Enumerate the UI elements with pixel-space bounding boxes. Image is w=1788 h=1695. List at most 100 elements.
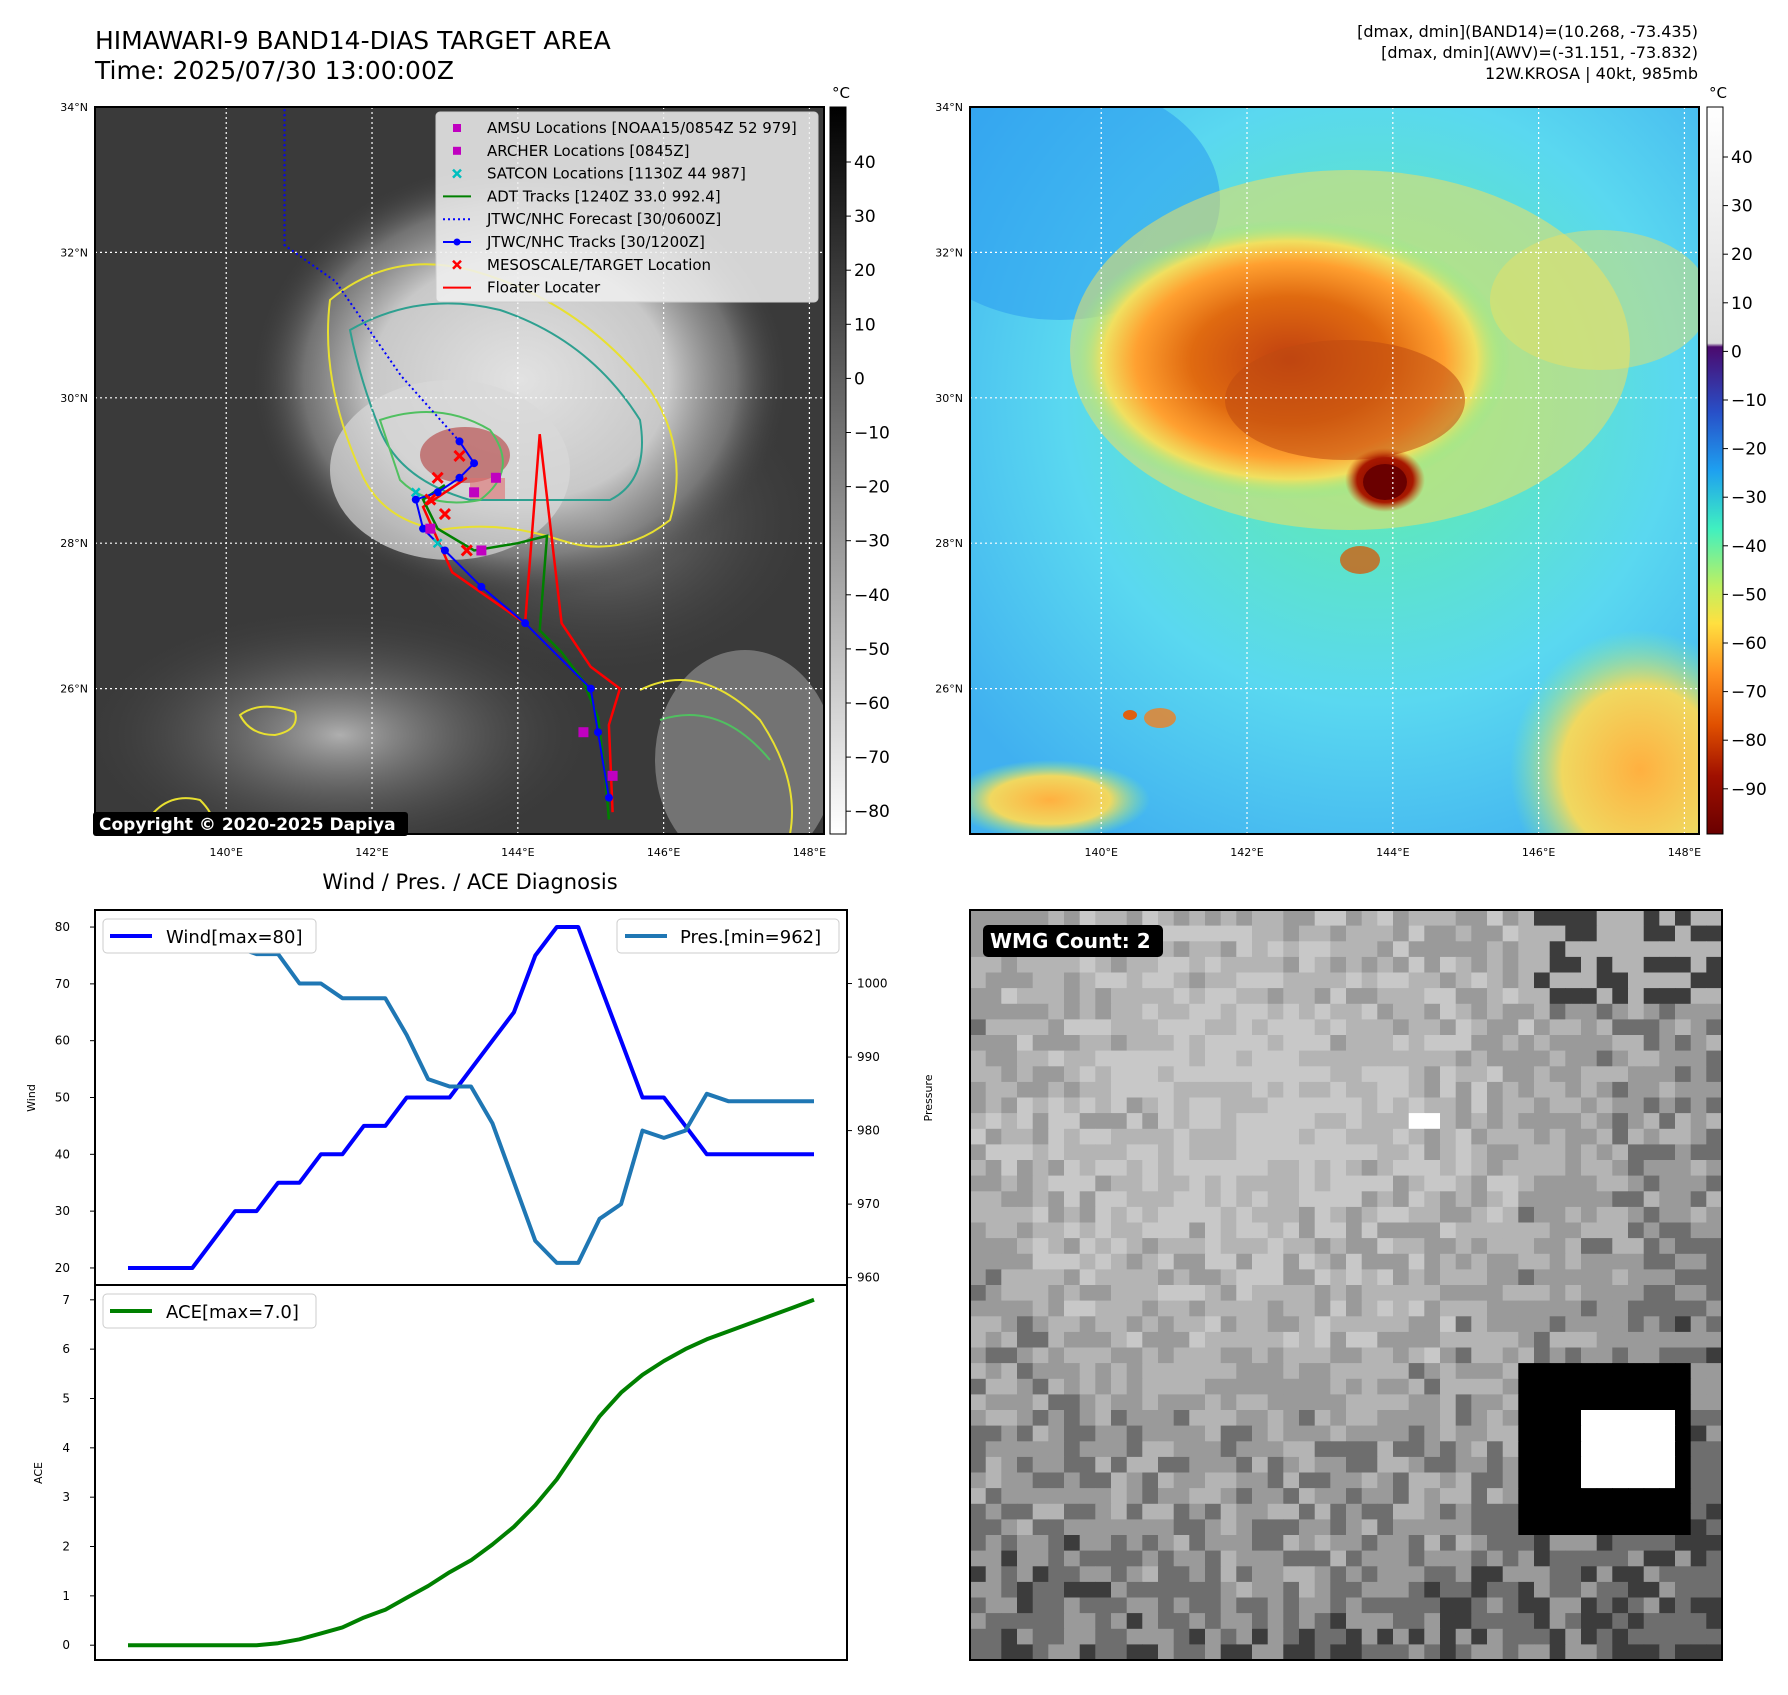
wmg-cell — [1173, 1097, 1190, 1114]
wmg-cell — [985, 1253, 1002, 1270]
wmg-cell — [1471, 941, 1488, 958]
wmg-cell — [1393, 1488, 1410, 1505]
wmg-cell — [1518, 1097, 1535, 1114]
wmg-cell — [1643, 1566, 1660, 1583]
wmg-cell — [1393, 1410, 1410, 1427]
wmg-cell — [1361, 1394, 1378, 1411]
wmg-cell — [1393, 956, 1410, 973]
wmg-cell — [1581, 1300, 1598, 1317]
wmg-cell — [1095, 910, 1112, 927]
wmg-cell — [1236, 1144, 1253, 1161]
wmg-cell — [1612, 1003, 1629, 1020]
wmg-cell — [1079, 1410, 1096, 1427]
wmg-cell — [1424, 1597, 1441, 1614]
wmg-cell — [1361, 1410, 1378, 1427]
wmg-cell — [1299, 910, 1316, 927]
wmg-cell — [1518, 910, 1535, 927]
wmg-cell — [1659, 1175, 1676, 1192]
wmg-cell — [1095, 1113, 1112, 1130]
wmg-cell — [1393, 1519, 1410, 1536]
wmg-cell — [1643, 1269, 1660, 1286]
wmg-cell — [1001, 1425, 1018, 1442]
wmg-cell — [1001, 1113, 1018, 1130]
wmg-cell — [1393, 1019, 1410, 1036]
wmg-cell — [1314, 1206, 1331, 1223]
wmg-cell — [1064, 1128, 1081, 1145]
wmg-cell — [1095, 1472, 1112, 1489]
wmg-cell — [1032, 1019, 1049, 1036]
wmg-cell — [1158, 1644, 1175, 1661]
wmg-cell — [1032, 956, 1049, 973]
wmg-cell — [1142, 1144, 1159, 1161]
floater-track-line — [421, 434, 622, 813]
wmg-cell — [1675, 1535, 1692, 1552]
wmg-cell — [1534, 1488, 1551, 1505]
wmg-cell — [1502, 1425, 1519, 1442]
wmg-cell — [1079, 1644, 1096, 1661]
wmg-cell — [1220, 910, 1237, 927]
wmg-cell — [1534, 910, 1551, 927]
wmg-cell — [1346, 1331, 1363, 1348]
wmg-cell — [1706, 1441, 1723, 1458]
y-tick-label: 26°N — [935, 683, 963, 696]
wmg-cell — [1455, 941, 1472, 958]
wmg-cell — [1643, 1597, 1660, 1614]
wmg-cell — [1393, 1503, 1410, 1520]
wmg-cell — [1189, 1394, 1206, 1411]
wmg-cell — [1283, 1363, 1300, 1380]
y-tick-label: 32°N — [935, 246, 963, 259]
ace-series — [128, 1297, 815, 1648]
wmg-cell — [1440, 1019, 1457, 1036]
wmg-cell — [1424, 1410, 1441, 1427]
wmg-cell — [1079, 1363, 1096, 1380]
wmg-cell — [1158, 1363, 1175, 1380]
wmg-cell — [1502, 1363, 1519, 1380]
wmg-cell — [1064, 1003, 1081, 1020]
wmg-cell — [1283, 1128, 1300, 1145]
wmg-cell — [985, 1472, 1002, 1489]
wmg-cell — [1032, 1456, 1049, 1473]
wmg-cell — [1471, 1175, 1488, 1192]
wmg-cell — [1158, 1597, 1175, 1614]
wmg-cell — [1706, 1238, 1723, 1255]
wmg-cell — [1518, 1628, 1535, 1645]
wmg-cell — [1424, 1331, 1441, 1348]
wmg-cell — [1643, 1425, 1660, 1442]
wmg-cell — [1487, 1285, 1504, 1302]
wmg-cell — [1440, 1644, 1457, 1661]
wmg-cell — [1455, 1566, 1472, 1583]
wmg-cell — [1299, 1581, 1316, 1598]
wmg-cell — [1079, 1160, 1096, 1177]
wmg-cell — [1142, 1503, 1159, 1520]
wmg-cell — [1706, 1503, 1723, 1520]
wmg-cell — [1690, 1363, 1707, 1380]
wmg-cell — [1424, 1238, 1441, 1255]
wmg-cell — [1487, 1613, 1504, 1630]
wmg-cell — [1158, 956, 1175, 973]
wmg-cell — [1675, 1316, 1692, 1333]
wmg-cell — [1471, 1019, 1488, 1036]
wmg-cell — [1079, 1613, 1096, 1630]
wmg-cell — [1659, 1253, 1676, 1270]
wmg-cell — [1220, 1566, 1237, 1583]
wmg-cell — [1001, 1128, 1018, 1145]
wmg-cell — [1690, 988, 1707, 1005]
wmg-cell — [1111, 1206, 1128, 1223]
wmg-cell — [1283, 1081, 1300, 1098]
wmg-cell — [1126, 1113, 1143, 1130]
wmg-cell — [1095, 1331, 1112, 1348]
wmg-cell — [1283, 1347, 1300, 1364]
wmg-cell — [1675, 1128, 1692, 1145]
wmg-cell — [1142, 1597, 1159, 1614]
wmg-cell — [1361, 1331, 1378, 1348]
wmg-cell — [1111, 1472, 1128, 1489]
wmg-cell — [1314, 925, 1331, 942]
wmg-cell — [1408, 972, 1425, 989]
wmg-cell — [1267, 1597, 1284, 1614]
wmg-cell — [1126, 1003, 1143, 1020]
wmg-cell — [1643, 1456, 1660, 1473]
wmg-cell — [1079, 1378, 1096, 1395]
wmg-cell — [1111, 910, 1128, 927]
wmg-cell — [1534, 1113, 1551, 1130]
wmg-cell — [1408, 1097, 1425, 1114]
